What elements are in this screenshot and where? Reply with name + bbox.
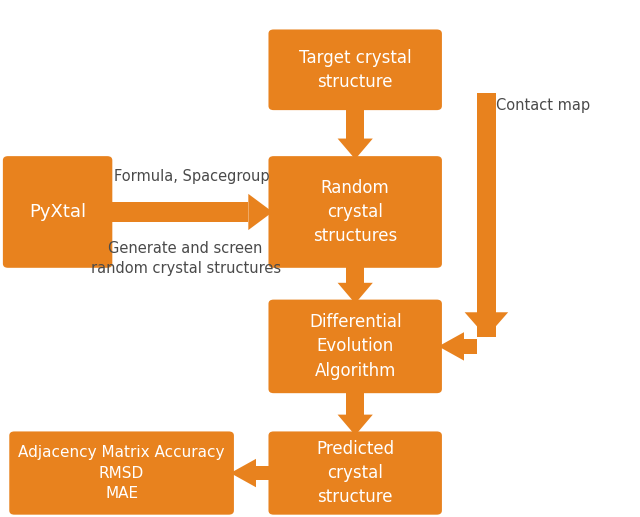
Text: Random
crystal
structures: Random crystal structures — [313, 179, 397, 245]
Text: PyXtal: PyXtal — [29, 203, 86, 221]
FancyBboxPatch shape — [9, 431, 234, 514]
Bar — [346, 389, 364, 415]
Text: Differential
Evolution
Algorithm: Differential Evolution Algorithm — [309, 313, 401, 379]
Text: Target crystal
structure: Target crystal structure — [299, 49, 412, 91]
Bar — [477, 93, 496, 337]
Polygon shape — [338, 283, 372, 303]
Text: Predicted
crystal
structure: Predicted crystal structure — [316, 440, 394, 506]
FancyBboxPatch shape — [3, 156, 113, 268]
Text: Adjacency Matrix Accuracy
RMSD
MAE: Adjacency Matrix Accuracy RMSD MAE — [19, 445, 225, 501]
Polygon shape — [338, 415, 372, 435]
Text: Contact map: Contact map — [496, 98, 590, 113]
Bar — [346, 106, 364, 139]
Polygon shape — [248, 194, 273, 230]
Text: Generate and screen
random crystal structures: Generate and screen random crystal struc… — [90, 241, 281, 276]
Polygon shape — [465, 312, 508, 337]
FancyBboxPatch shape — [269, 156, 442, 268]
Text: Formula, Spacegroup: Formula, Spacegroup — [114, 169, 270, 184]
FancyBboxPatch shape — [269, 29, 442, 110]
Bar — [346, 264, 364, 283]
FancyBboxPatch shape — [269, 431, 442, 514]
Bar — [256, 466, 274, 480]
Polygon shape — [438, 332, 464, 361]
Polygon shape — [230, 459, 256, 487]
FancyBboxPatch shape — [269, 300, 442, 393]
Bar — [464, 339, 477, 354]
Polygon shape — [338, 139, 372, 159]
Bar — [108, 202, 248, 222]
